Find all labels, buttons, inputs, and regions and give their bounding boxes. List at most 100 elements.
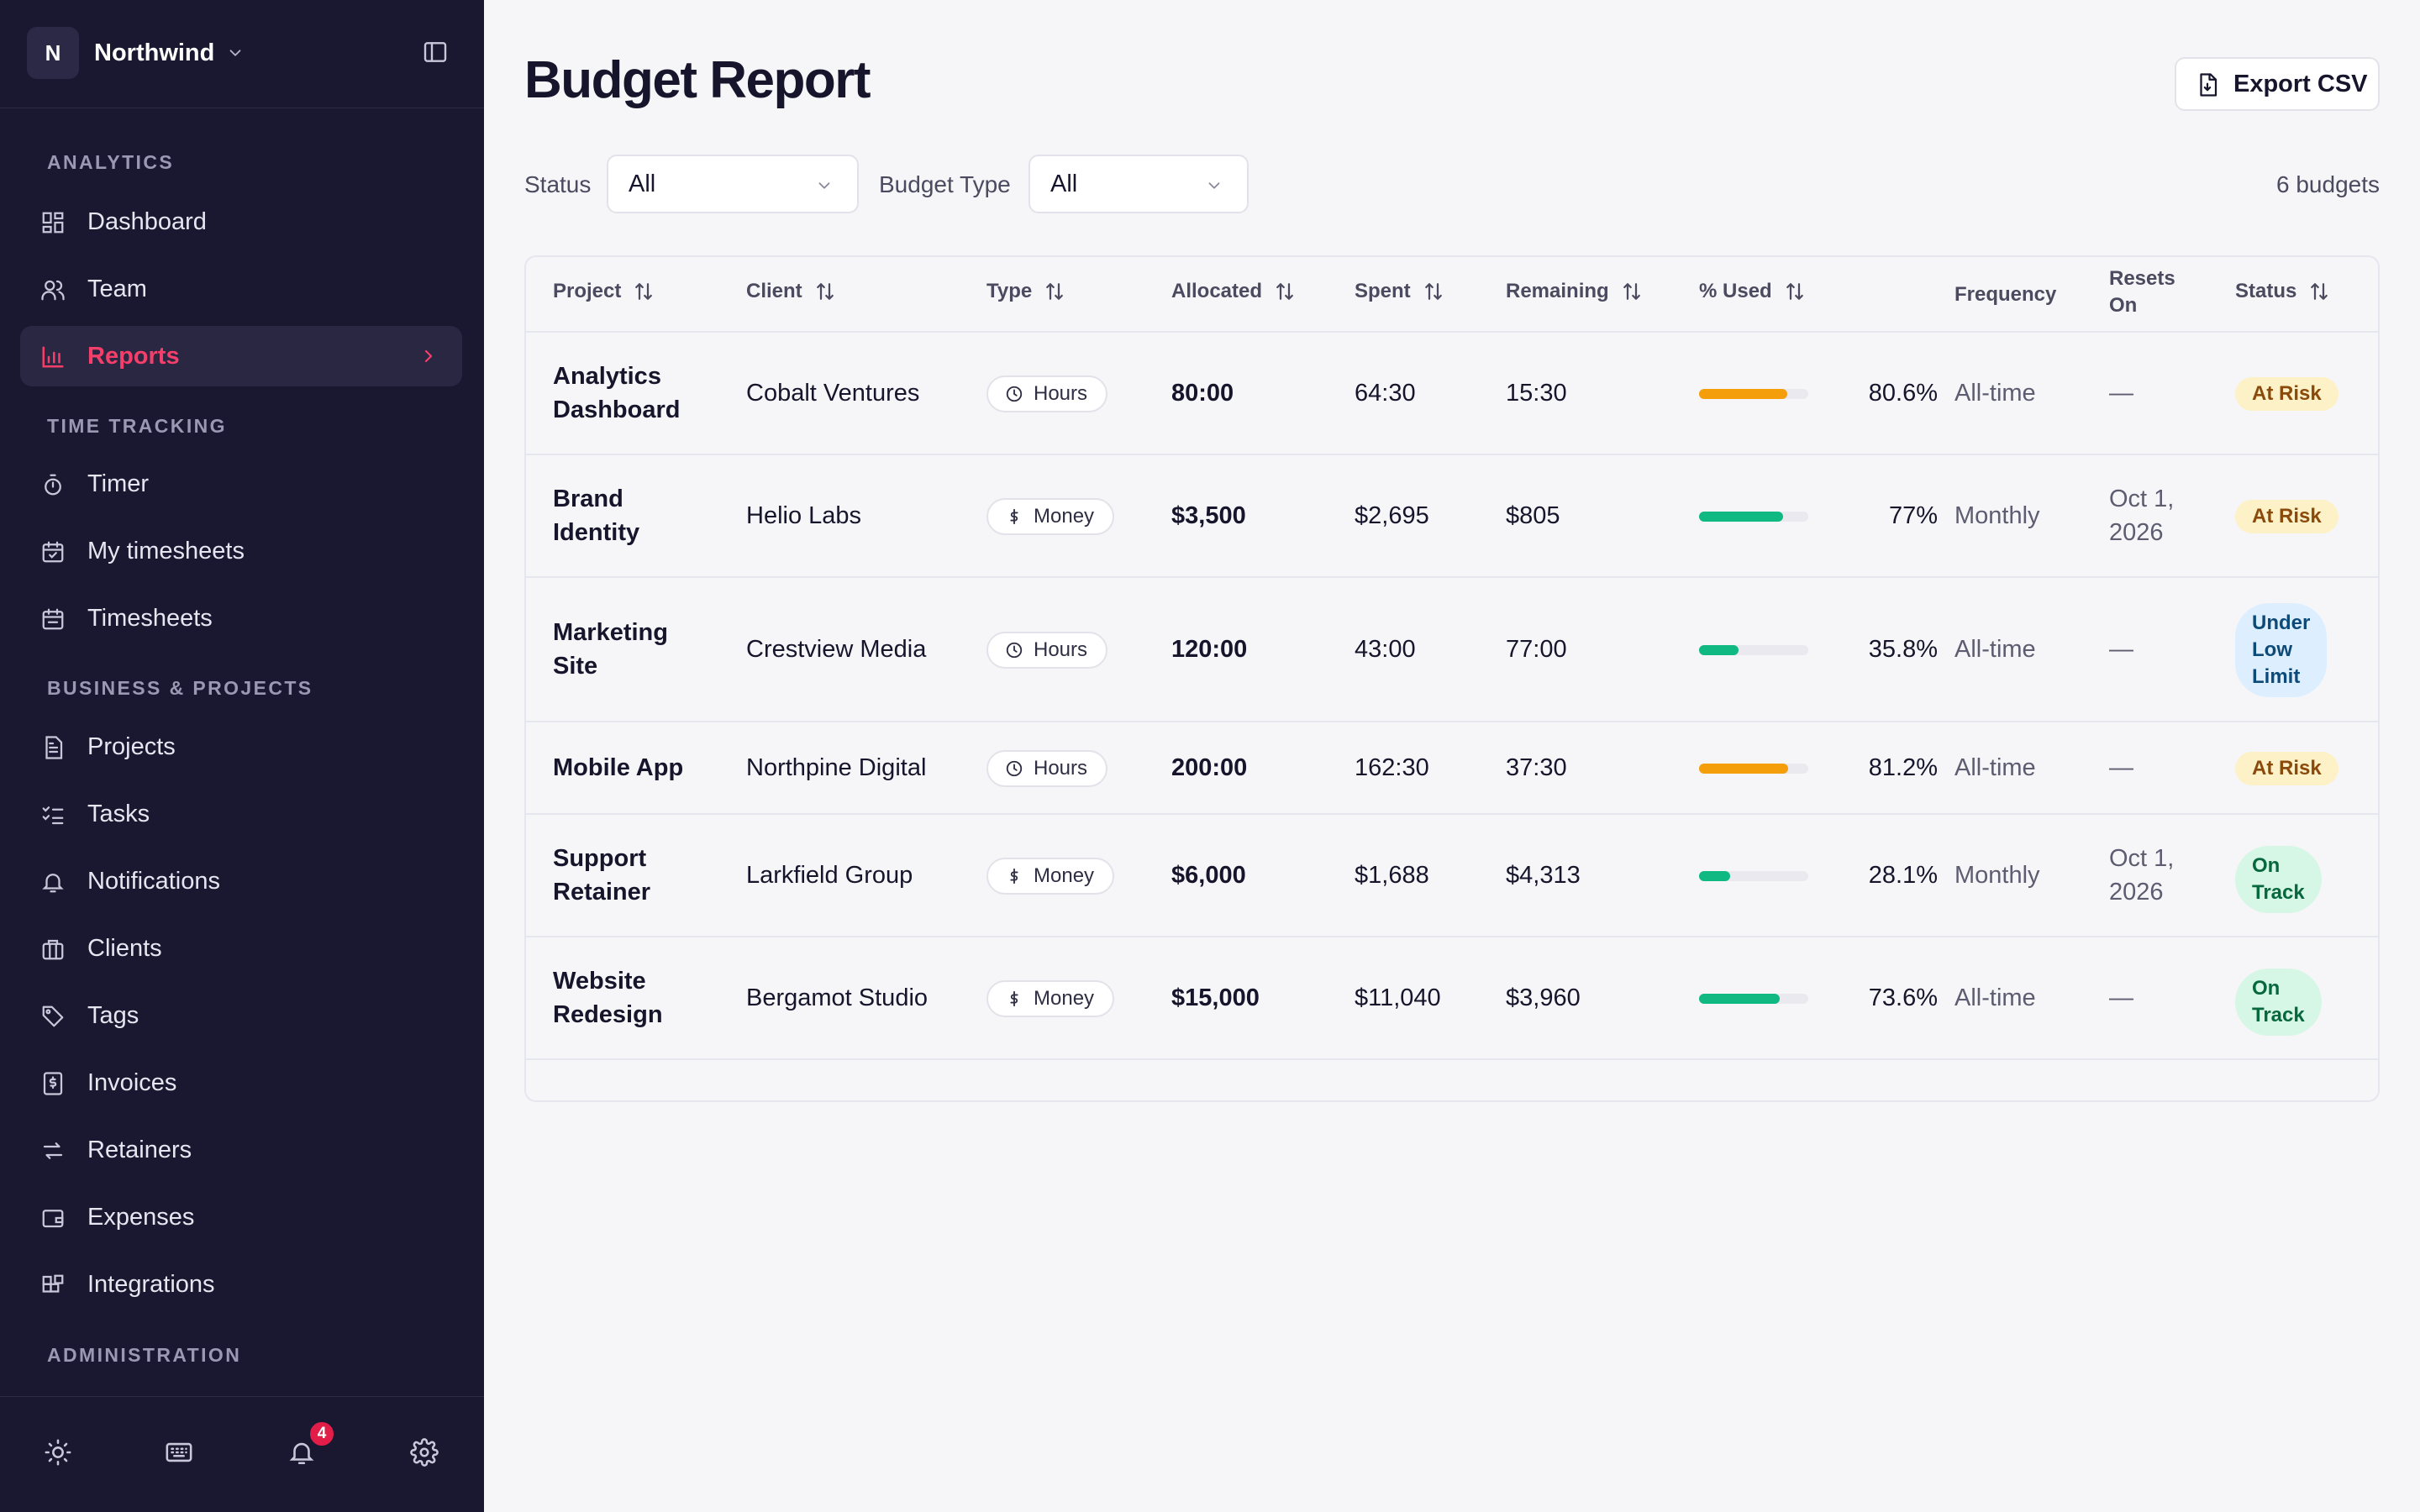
chevron-right-icon <box>424 349 433 363</box>
type-badge-label: Hours <box>1034 757 1088 780</box>
dollar-icon <box>1010 868 1018 885</box>
client-name: Larkfield Group <box>746 861 913 889</box>
column-header-remaining[interactable]: Remaining <box>1506 279 1644 304</box>
frequency-value: Monthly <box>1954 861 2040 889</box>
column-header-resets-on: Resets On <box>2109 265 2175 319</box>
page-title: Budget Report <box>524 51 871 109</box>
chevron-down-icon <box>818 182 830 189</box>
resets-on-value: — <box>2109 984 2133 1011</box>
usage-bar <box>1699 994 1808 1004</box>
export-csv-label: Export CSV <box>2233 70 2368 97</box>
sidebar-item-projects[interactable]: Projects <box>20 717 462 777</box>
status-filter-value: All <box>629 170 656 197</box>
section-administration: ADMINISTRATION <box>47 1344 242 1366</box>
budget-table: Project Client Type Allocated Spent Rema… <box>524 255 2380 1102</box>
percent-used-value: 81.2% <box>1868 753 1938 781</box>
project-name: Brand Identity <box>553 455 639 576</box>
project-name-line: Brand <box>553 486 623 512</box>
column-header-client[interactable]: Client <box>746 279 838 304</box>
sidebar-item-label: Invoices <box>87 1068 177 1096</box>
dashboard-icon <box>42 212 64 234</box>
keyboard-icon[interactable] <box>165 1438 193 1467</box>
type-badge-label: Hours <box>1034 638 1088 661</box>
column-header-label: Status <box>2235 280 2297 302</box>
tag-icon <box>42 1005 64 1027</box>
percent-used-value: 80.6% <box>1868 379 1938 407</box>
frequency-value: All-time <box>1954 753 2036 781</box>
project-name-line: Retainer <box>553 879 651 906</box>
status-badge-line: Track <box>2252 881 2305 904</box>
sidebar-item-expenses[interactable]: Expenses <box>20 1187 462 1247</box>
spent-value: 162:30 <box>1355 753 1429 781</box>
project-name-line: Identity <box>553 519 640 546</box>
percent-used-value: 35.8% <box>1868 635 1938 663</box>
sidebar-item-label: Projects <box>87 732 176 760</box>
client-name: Northpine Digital <box>746 753 927 781</box>
sidebar-item-label: Dashboard <box>87 207 207 235</box>
remaining-value: 15:30 <box>1506 379 1567 407</box>
table-row[interactable]: Support Retainer Larkfield Group Money $… <box>526 815 2378 937</box>
team-icon <box>41 280 65 301</box>
invoice-icon <box>43 1072 63 1095</box>
table-header: Project Client Type Allocated Spent Rema… <box>526 257 2378 333</box>
workspace-name: Northwind <box>94 39 215 66</box>
status-badge: At Risk <box>2235 500 2338 533</box>
bell-icon[interactable] <box>287 1438 316 1467</box>
column-header-allocated[interactable]: Allocated <box>1171 279 1297 304</box>
remaining-value: 37:30 <box>1506 753 1567 781</box>
sidebar-item-label: Timer <box>87 470 150 497</box>
sidebar-item-retainers[interactable]: Retainers <box>20 1120 462 1180</box>
sort-icon <box>1276 283 1293 300</box>
status-filter-select[interactable]: All <box>607 155 859 213</box>
dollar-icon <box>1010 990 1018 1007</box>
bell-icon <box>42 874 64 893</box>
column-header-status[interactable]: Status <box>2235 279 2332 304</box>
sidebar-item-notifications[interactable]: Notifications <box>20 851 462 911</box>
column-header-label: Remaining <box>1506 280 1609 302</box>
sidebar-toggle-icon[interactable] <box>422 39 449 66</box>
sidebar-item-tags[interactable]: Tags <box>20 985 462 1046</box>
sidebar-item-label: My timesheets <box>87 537 245 564</box>
column-header-spent[interactable]: Spent <box>1355 279 1446 304</box>
table-row[interactable]: Brand Identity Helio Labs Money $3,500 $… <box>526 455 2378 578</box>
table-row[interactable]: Website Redesign Bergamot Studio Money $… <box>526 937 2378 1060</box>
budget-type-filter-select[interactable]: All <box>1028 155 1249 213</box>
sidebar-item-timesheets[interactable]: Timesheets <box>20 588 462 648</box>
sort-icon <box>1623 283 1640 300</box>
allocated-value: 80:00 <box>1171 379 1234 407</box>
sidebar-item-integrations[interactable]: Integrations <box>20 1254 462 1315</box>
frequency-value: All-time <box>1954 635 2036 663</box>
resets-on-value: — <box>2109 753 2133 781</box>
sidebar-item-dashboard[interactable]: Dashboard <box>20 192 462 252</box>
sun-icon[interactable] <box>44 1438 72 1467</box>
sidebar-item-invoices[interactable]: Invoices <box>20 1053 462 1113</box>
column-header-label: Type <box>986 280 1033 302</box>
sidebar-item-tasks[interactable]: Tasks <box>20 784 462 844</box>
sidebar-item-team[interactable]: Team <box>20 259 462 319</box>
type-badge: Money <box>986 858 1115 895</box>
sidebar-item-label: Tasks <box>87 800 150 827</box>
table-row[interactable]: Analytics Dashboard Cobalt Ventures Hour… <box>526 333 2378 455</box>
table-row[interactable]: Mobile App Northpine Digital Hours 200:0… <box>526 722 2378 815</box>
column-header-percent-used[interactable]: % Used <box>1699 279 1807 304</box>
column-header-label: Allocated <box>1171 280 1263 302</box>
sidebar-item-clients[interactable]: Clients <box>20 918 462 979</box>
column-header-type[interactable]: Type <box>986 279 1067 304</box>
sidebar-item-my-timesheets[interactable]: My timesheets <box>20 521 462 581</box>
sidebar-item-label: Timesheets <box>87 604 213 632</box>
export-csv-button[interactable]: Export CSV <box>2175 57 2380 111</box>
usage-bar-fill <box>1699 389 1787 399</box>
clock-icon <box>1006 642 1023 659</box>
budget-type-filter-value: All <box>1050 170 1078 197</box>
type-badge-label: Money <box>1034 864 1095 887</box>
column-header-project[interactable]: Project <box>553 279 656 304</box>
client-name: Crestview Media <box>746 635 927 663</box>
sidebar-item-timer[interactable]: Timer <box>20 454 462 514</box>
sidebar-item-label: Tags <box>87 1001 139 1029</box>
table-row[interactable]: Marketing Site Crestview Media Hours 120… <box>526 578 2378 722</box>
gear-icon[interactable] <box>410 1438 439 1467</box>
workspace-switcher[interactable]: N Northwind <box>27 25 245 81</box>
sidebar-item-reports[interactable]: Reports <box>20 326 462 386</box>
project-name: Mobile App <box>553 754 684 781</box>
clock-icon <box>1006 386 1023 402</box>
